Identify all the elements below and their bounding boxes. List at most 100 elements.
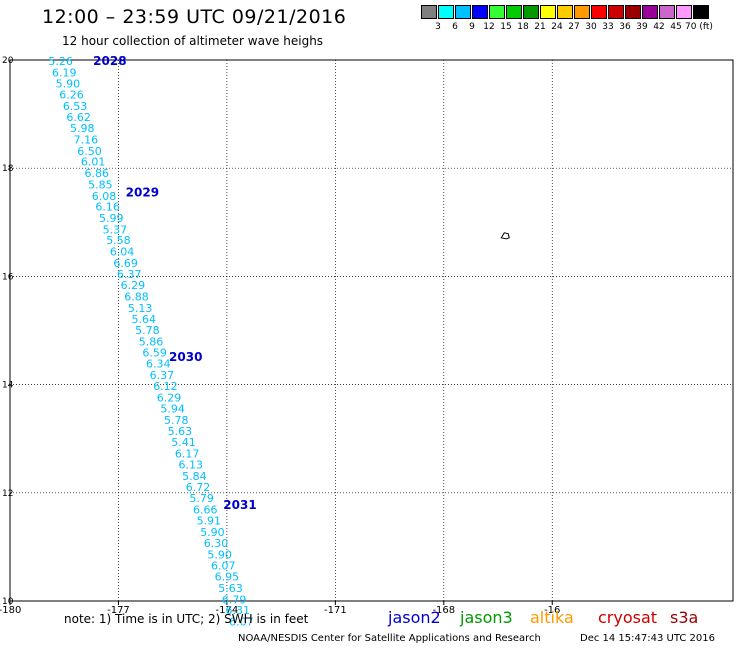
swh-value-label: 6.86 <box>85 167 110 180</box>
swh-value-label: 5.86 <box>139 335 164 348</box>
footer-timestamp: Dec 14 15:47:43 UTC 2016 <box>580 633 715 644</box>
swh-value-label: 6.31 <box>225 604 250 617</box>
colorbar-swatch <box>523 5 539 19</box>
colorbar-label: 27 <box>568 22 580 32</box>
colorbar-swatch <box>676 5 692 19</box>
swh-value-label: 6.08 <box>92 190 117 203</box>
swh-value-label: 5.90 <box>200 526 225 539</box>
swh-value-label: 6.16 <box>95 201 120 214</box>
swh-value-label: 6.29 <box>121 279 146 292</box>
swh-value-label: 6.29 <box>157 392 182 405</box>
latitude-label: 10 <box>2 597 14 607</box>
swh-value-label: 6.69 <box>113 257 138 270</box>
longitude-label: -177 <box>107 605 130 616</box>
swh-value-label: 5.26 <box>48 55 73 68</box>
colorbar-swatch <box>574 5 590 19</box>
swh-value-label: 5.99 <box>99 212 124 225</box>
swh-value-label: 6.62 <box>66 111 91 124</box>
colorbar-label: 12 <box>483 22 495 32</box>
colorbar-swatch <box>455 5 471 19</box>
swh-value-label: 5.98 <box>70 122 95 135</box>
swh-value-label: 5.85 <box>88 178 113 191</box>
colorbar-label: 45 <box>670 22 682 32</box>
swh-value-label: 5.41 <box>171 436 196 449</box>
colorbar-label: 39 <box>636 22 648 32</box>
longitude-label: -174 <box>216 605 239 616</box>
chart-subtitle: 12 hour collection of altimeter wave hei… <box>62 34 324 48</box>
swh-value-label: 6.12 <box>153 380 178 393</box>
swh-value-label: 6.88 <box>124 290 149 303</box>
swh-value-label: 6.79 <box>222 593 247 606</box>
pass-number-label: 2029 <box>126 186 159 200</box>
chart-title: 12:00 – 23:59 UTC 09/21/2016 <box>42 6 347 28</box>
swh-value-label: 6.66 <box>193 504 218 517</box>
colorbar-swatch <box>608 5 624 19</box>
swh-value-label: 5.63 <box>168 425 193 438</box>
colorbar-swatch <box>489 5 505 19</box>
colorbar-label: 6 <box>452 22 458 32</box>
colorbar-swatch <box>472 5 488 19</box>
colorbar-label: 42 <box>653 22 665 32</box>
longitude-label: -16 <box>544 605 560 616</box>
colorbar-label: 70 (ft) <box>685 22 713 32</box>
colorbar-swatch <box>506 5 522 19</box>
colorbar-swatch <box>421 5 437 19</box>
colorbar-swatch <box>438 5 454 19</box>
note-text: note: 1) Time is in UTC; 2) SWH is in fe… <box>64 612 309 626</box>
swh-value-label: 5.64 <box>132 313 157 326</box>
swh-value-label: 5.78 <box>164 414 189 427</box>
swh-value-label: 6.37 <box>117 268 142 281</box>
swh-value-label: 7.16 <box>74 134 99 147</box>
swh-value-label: 6.17 <box>175 447 200 460</box>
latitude-label: 14 <box>2 381 14 391</box>
swh-value-label: 6.37 <box>150 369 175 382</box>
swh-value-label: 5.84 <box>182 470 207 483</box>
latitude-label: 18 <box>2 164 14 174</box>
swh-value-label: 5.90 <box>56 77 81 90</box>
colorbar-label: 21 <box>534 22 546 32</box>
satellite-legend-jason3: jason3 <box>460 608 513 627</box>
pass-number-label: 2031 <box>223 498 256 512</box>
satellite-legend-altika: altika <box>530 608 574 627</box>
swh-value-label: 6.59 <box>142 347 167 360</box>
colorbar-swatch <box>557 5 573 19</box>
swh-value-label: 6.53 <box>63 100 88 113</box>
swh-value-label: 5.91 <box>197 514 222 527</box>
colorbar-label: 9 <box>469 22 475 32</box>
swh-value-label: 6.34 <box>146 358 171 371</box>
colorbar-label: 15 <box>500 22 512 32</box>
colorbar-label: 24 <box>551 22 563 32</box>
longitude-label: -168 <box>432 605 455 616</box>
colorbar-swatch <box>642 5 658 19</box>
swh-value-label: 6.13 <box>179 459 204 472</box>
colorbar-swatch <box>625 5 641 19</box>
colorbar-label: 18 <box>517 22 529 32</box>
footer-credit: NOAA/NESDIS Center for Satellite Applica… <box>238 633 541 644</box>
colorbar-swatch <box>591 5 607 19</box>
latitude-label: 20 <box>2 56 14 66</box>
satellite-legend-cryosat: cryosat <box>598 608 658 627</box>
colorbar-swatch <box>693 5 709 19</box>
latitude-label: 12 <box>2 489 13 499</box>
satellite-legend-jason2: jason2 <box>388 608 441 627</box>
satellite-legend-s3a: s3a <box>670 608 699 627</box>
colorbar-label: 33 <box>602 22 614 32</box>
swh-value-label: 5.78 <box>135 324 160 337</box>
map-frame <box>9 59 734 602</box>
swh-value-label: 5.63 <box>218 582 243 595</box>
swh-value-label: 6.95 <box>215 571 240 584</box>
pass-number-label: 2028 <box>93 54 126 68</box>
swh-value-label: 6.01 <box>81 156 106 169</box>
swh-value-label: 6.26 <box>59 89 84 102</box>
longitude-label: -180 <box>0 605 21 616</box>
colorbar-swatch <box>659 5 675 19</box>
longitude-label: -171 <box>324 605 347 616</box>
colorbar-label: 36 <box>619 22 631 32</box>
swh-value-label: 5.79 <box>189 492 214 505</box>
colorbar-swatch <box>540 5 556 19</box>
swh-value-label: 5.13 <box>128 302 153 315</box>
swh-value-label: 6.72 <box>186 481 211 494</box>
swh-value-label: 6.19 <box>52 66 77 79</box>
swh-value-label: 5.37 <box>103 223 128 236</box>
